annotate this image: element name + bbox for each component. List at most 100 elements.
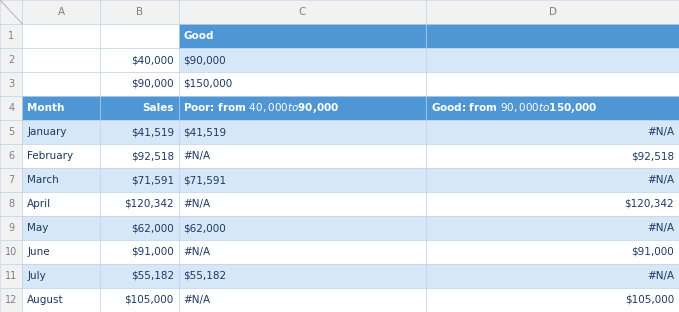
Text: D: D bbox=[549, 7, 557, 17]
Bar bbox=[0, 120, 22, 144]
Bar bbox=[0, 264, 22, 288]
Text: January: January bbox=[27, 127, 67, 137]
Text: $40,000: $40,000 bbox=[131, 55, 174, 65]
Text: $92,518: $92,518 bbox=[631, 151, 674, 161]
Bar bbox=[0, 144, 22, 168]
Bar bbox=[100, 24, 179, 48]
Bar bbox=[22, 192, 100, 216]
Text: 11: 11 bbox=[5, 271, 18, 281]
Text: #N/A: #N/A bbox=[647, 223, 674, 233]
Text: $91,000: $91,000 bbox=[131, 247, 174, 257]
Bar bbox=[22, 264, 100, 288]
Text: $41,519: $41,519 bbox=[183, 127, 227, 137]
Bar bbox=[0, 48, 22, 72]
Bar bbox=[0, 240, 22, 264]
Bar bbox=[22, 240, 100, 264]
Text: $90,000: $90,000 bbox=[183, 55, 226, 65]
Text: 8: 8 bbox=[8, 199, 14, 209]
Bar bbox=[22, 48, 100, 72]
Text: $91,000: $91,000 bbox=[631, 247, 674, 257]
Text: $62,000: $62,000 bbox=[183, 223, 226, 233]
Bar bbox=[100, 72, 179, 96]
Bar bbox=[179, 48, 426, 72]
Bar bbox=[0, 168, 22, 192]
Bar bbox=[0, 96, 22, 120]
Text: $120,342: $120,342 bbox=[124, 199, 174, 209]
Text: 4: 4 bbox=[8, 103, 14, 113]
Text: $62,000: $62,000 bbox=[131, 223, 174, 233]
Bar bbox=[100, 288, 179, 312]
Bar bbox=[426, 120, 679, 144]
Bar bbox=[426, 0, 679, 24]
Bar bbox=[179, 144, 426, 168]
Text: C: C bbox=[299, 7, 306, 17]
Text: 5: 5 bbox=[8, 127, 14, 137]
Bar bbox=[100, 216, 179, 240]
Bar bbox=[0, 288, 22, 312]
Text: $41,519: $41,519 bbox=[130, 127, 174, 137]
Text: #N/A: #N/A bbox=[183, 151, 210, 161]
Bar bbox=[426, 192, 679, 216]
Bar bbox=[22, 24, 100, 48]
Bar bbox=[22, 0, 100, 24]
Text: Sales: Sales bbox=[143, 103, 174, 113]
Bar bbox=[179, 96, 426, 120]
Text: 2: 2 bbox=[8, 55, 14, 65]
Bar bbox=[426, 24, 679, 48]
Bar bbox=[426, 144, 679, 168]
Bar bbox=[100, 240, 179, 264]
Text: August: August bbox=[27, 295, 64, 305]
Text: #N/A: #N/A bbox=[183, 199, 210, 209]
Bar bbox=[0, 216, 22, 240]
Text: $150,000: $150,000 bbox=[183, 79, 233, 89]
Bar bbox=[100, 120, 179, 144]
Bar bbox=[22, 72, 100, 96]
Text: $55,182: $55,182 bbox=[130, 271, 174, 281]
Text: #N/A: #N/A bbox=[647, 175, 674, 185]
Bar bbox=[426, 240, 679, 264]
Bar bbox=[0, 72, 22, 96]
Text: 3: 3 bbox=[8, 79, 14, 89]
Bar bbox=[179, 288, 426, 312]
Bar bbox=[0, 24, 22, 48]
Bar bbox=[179, 240, 426, 264]
Bar bbox=[22, 168, 100, 192]
Bar bbox=[0, 0, 22, 24]
Bar bbox=[100, 96, 179, 120]
Text: May: May bbox=[27, 223, 48, 233]
Bar bbox=[179, 0, 426, 24]
Bar bbox=[426, 72, 679, 96]
Bar bbox=[179, 192, 426, 216]
Text: A: A bbox=[58, 7, 65, 17]
Bar bbox=[100, 264, 179, 288]
Text: $71,591: $71,591 bbox=[130, 175, 174, 185]
Text: 10: 10 bbox=[5, 247, 18, 257]
Text: $55,182: $55,182 bbox=[183, 271, 227, 281]
Bar bbox=[22, 144, 100, 168]
Bar bbox=[179, 120, 426, 144]
Text: $120,342: $120,342 bbox=[625, 199, 674, 209]
Bar bbox=[426, 264, 679, 288]
Text: April: April bbox=[27, 199, 52, 209]
Text: $71,591: $71,591 bbox=[183, 175, 227, 185]
Bar bbox=[179, 264, 426, 288]
Bar bbox=[100, 192, 179, 216]
Text: March: March bbox=[27, 175, 59, 185]
Text: #N/A: #N/A bbox=[183, 295, 210, 305]
Text: July: July bbox=[27, 271, 46, 281]
Bar bbox=[426, 216, 679, 240]
Text: Poor: from $40,000 to $90,000: Poor: from $40,000 to $90,000 bbox=[183, 101, 340, 115]
Bar bbox=[426, 96, 679, 120]
Bar bbox=[100, 168, 179, 192]
Bar bbox=[426, 288, 679, 312]
Text: February: February bbox=[27, 151, 73, 161]
Text: 7: 7 bbox=[8, 175, 14, 185]
Text: Poor: Poor bbox=[147, 31, 174, 41]
Text: #N/A: #N/A bbox=[183, 247, 210, 257]
Text: Good: Good bbox=[183, 31, 214, 41]
Text: $105,000: $105,000 bbox=[124, 295, 174, 305]
Text: B: B bbox=[136, 7, 143, 17]
Bar bbox=[426, 168, 679, 192]
Text: Month: Month bbox=[27, 103, 65, 113]
Text: $90,000: $90,000 bbox=[131, 79, 174, 89]
